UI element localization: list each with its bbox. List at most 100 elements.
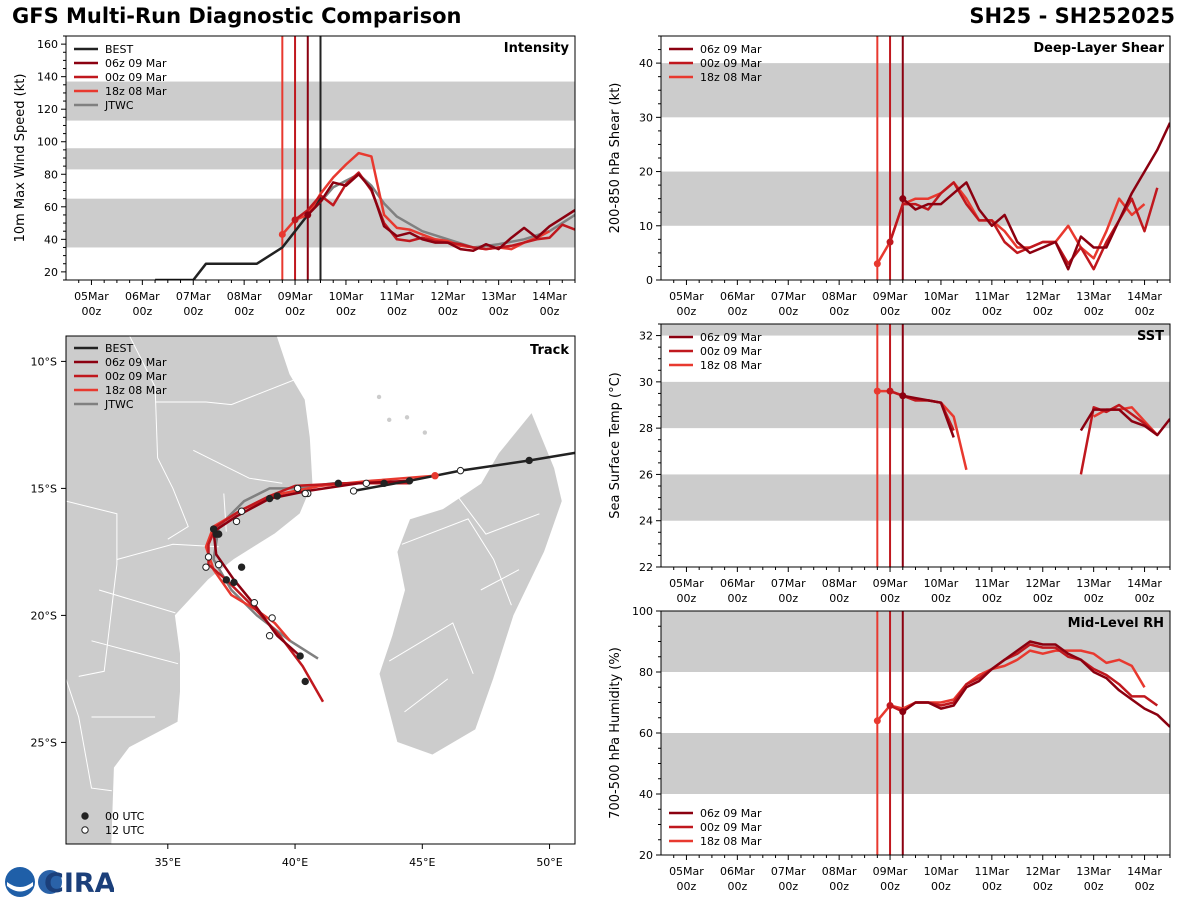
admin-border — [66, 678, 112, 792]
x-tick-label: 14Mar — [1127, 577, 1162, 590]
marker-legend-symbol — [81, 812, 89, 820]
legend-entry: 00z 09 Mar — [105, 71, 167, 84]
x-tick-label: 00z — [677, 305, 697, 318]
x-tick-label: 00z — [880, 880, 900, 893]
threshold-band — [661, 733, 1170, 794]
x-tick-label: 00z — [489, 305, 509, 318]
globe-icon — [38, 870, 62, 894]
series-line — [901, 122, 1170, 271]
noaa-logo-icon — [5, 867, 35, 897]
x-tick-label: 00z — [234, 305, 254, 318]
track-point — [296, 652, 304, 660]
series-line — [876, 181, 1146, 265]
x-tick-label: 12Mar — [1025, 290, 1060, 303]
track-point — [215, 530, 223, 538]
threshold-band — [661, 474, 1170, 521]
x-tick-label: 00z — [1135, 592, 1155, 605]
legend-entry: 06z 09 Mar — [105, 356, 167, 369]
legend-entry: BEST — [105, 342, 133, 355]
admin-border — [447, 482, 540, 535]
y-tick-label: 10°S — [31, 355, 57, 368]
series-start-point — [873, 387, 881, 395]
legend-entry: 18z 08 Mar — [105, 384, 167, 397]
x-tick-label: 00z — [931, 305, 951, 318]
x-tick-label: 00z — [1135, 880, 1155, 893]
track-point — [215, 560, 223, 569]
series-start-point — [873, 260, 881, 268]
x-tick-label: 00z — [540, 305, 560, 318]
x-tick-label: 14Mar — [1127, 865, 1162, 878]
x-tick-label: 00z — [778, 305, 798, 318]
x-tick-label: 05Mar — [669, 577, 704, 590]
plot-area — [661, 324, 1170, 567]
x-tick-label: 08Mar — [822, 577, 857, 590]
series-line — [889, 643, 1159, 713]
series-start-point — [886, 702, 894, 710]
madagascar-coast — [378, 411, 563, 756]
x-tick-label: 13Mar — [1076, 577, 1111, 590]
comoros-island — [404, 415, 410, 420]
series-line — [902, 640, 1170, 728]
marker-legend-symbol — [81, 826, 89, 834]
x-tick-label: 11Mar — [974, 865, 1009, 878]
y-tick-label: 22 — [639, 561, 653, 574]
x-tick-label: 11Mar — [974, 290, 1009, 303]
y-axis-label: Sea Surface Temp (°C) — [608, 372, 623, 519]
y-tick-label: 24 — [639, 515, 653, 528]
x-tick-label: 00z — [982, 880, 1002, 893]
x-tick-label: 08Mar — [227, 290, 262, 303]
x-tick-label: 00z — [778, 880, 798, 893]
track-point — [237, 563, 246, 571]
legend-entry: 00z 09 Mar — [700, 345, 762, 358]
x-tick-label: 08Mar — [822, 290, 857, 303]
x-tick-label: 00z — [880, 305, 900, 318]
y-tick-label: 80 — [44, 168, 58, 181]
africa-coast — [66, 336, 314, 844]
plot-area — [661, 611, 1170, 855]
track-point — [232, 517, 241, 526]
x-tick-label: 00z — [778, 592, 798, 605]
series-line — [1079, 403, 1159, 475]
x-tick-label: 13Mar — [1076, 865, 1111, 878]
x-tick-label: 00z — [1084, 305, 1104, 318]
x-tick-label: 00z — [727, 305, 747, 318]
map-area — [66, 336, 575, 844]
y-tick-label: 120 — [37, 103, 58, 116]
marker-legend-entry: 12 UTC — [105, 824, 145, 837]
x-tick-label: 35°E — [155, 856, 181, 869]
chart-track: 35°E 40°E 45°E 50°E 10°S 15°S 20°S 25°S Track BES… — [31, 335, 576, 869]
track-point — [334, 479, 343, 488]
y-tick-label: 28 — [639, 422, 653, 435]
track-point — [230, 578, 238, 587]
x-tick-label: 00z — [829, 592, 849, 605]
x-tick-label: 06Mar — [720, 577, 755, 590]
track-point — [380, 479, 388, 488]
track-point — [222, 576, 231, 584]
series-line — [306, 173, 575, 252]
comoros-island — [376, 394, 382, 400]
y-tick-label: 0 — [646, 274, 653, 287]
admin-border — [404, 678, 449, 713]
track-point — [209, 525, 218, 533]
x-tick-label: 00z — [829, 880, 849, 893]
chart-shear: 0 10 20 30 40 05Mar 00z 06Mar 00z 07Mar 00z 08Mar 00… — [608, 35, 1171, 318]
series-line — [294, 171, 575, 251]
y-tick-label: 32 — [639, 330, 653, 343]
admin-border — [116, 543, 219, 560]
admin-border — [401, 518, 512, 606]
chart-intensity: 20 40 60 80 100 120 140 160 05Mar 00z 06Mar 00z 07Ma… — [13, 35, 576, 318]
y-tick-label: 20°S — [31, 609, 57, 622]
legend-entry: 18z 08 Mar — [700, 71, 762, 84]
x-tick-label: 09Mar — [873, 865, 908, 878]
x-tick-label: 00z — [438, 305, 458, 318]
plot-area — [661, 36, 1170, 280]
x-tick-label: 12Mar — [1025, 577, 1060, 590]
track-point — [202, 563, 210, 571]
series-line — [281, 151, 551, 251]
x-tick-label: 45°E — [409, 856, 435, 869]
y-tick-label: 100 — [37, 136, 58, 149]
x-tick-label: 00z — [931, 880, 951, 893]
threshold-band — [661, 381, 1170, 429]
series-line — [902, 394, 955, 438]
y-tick-label: 100 — [632, 605, 653, 618]
